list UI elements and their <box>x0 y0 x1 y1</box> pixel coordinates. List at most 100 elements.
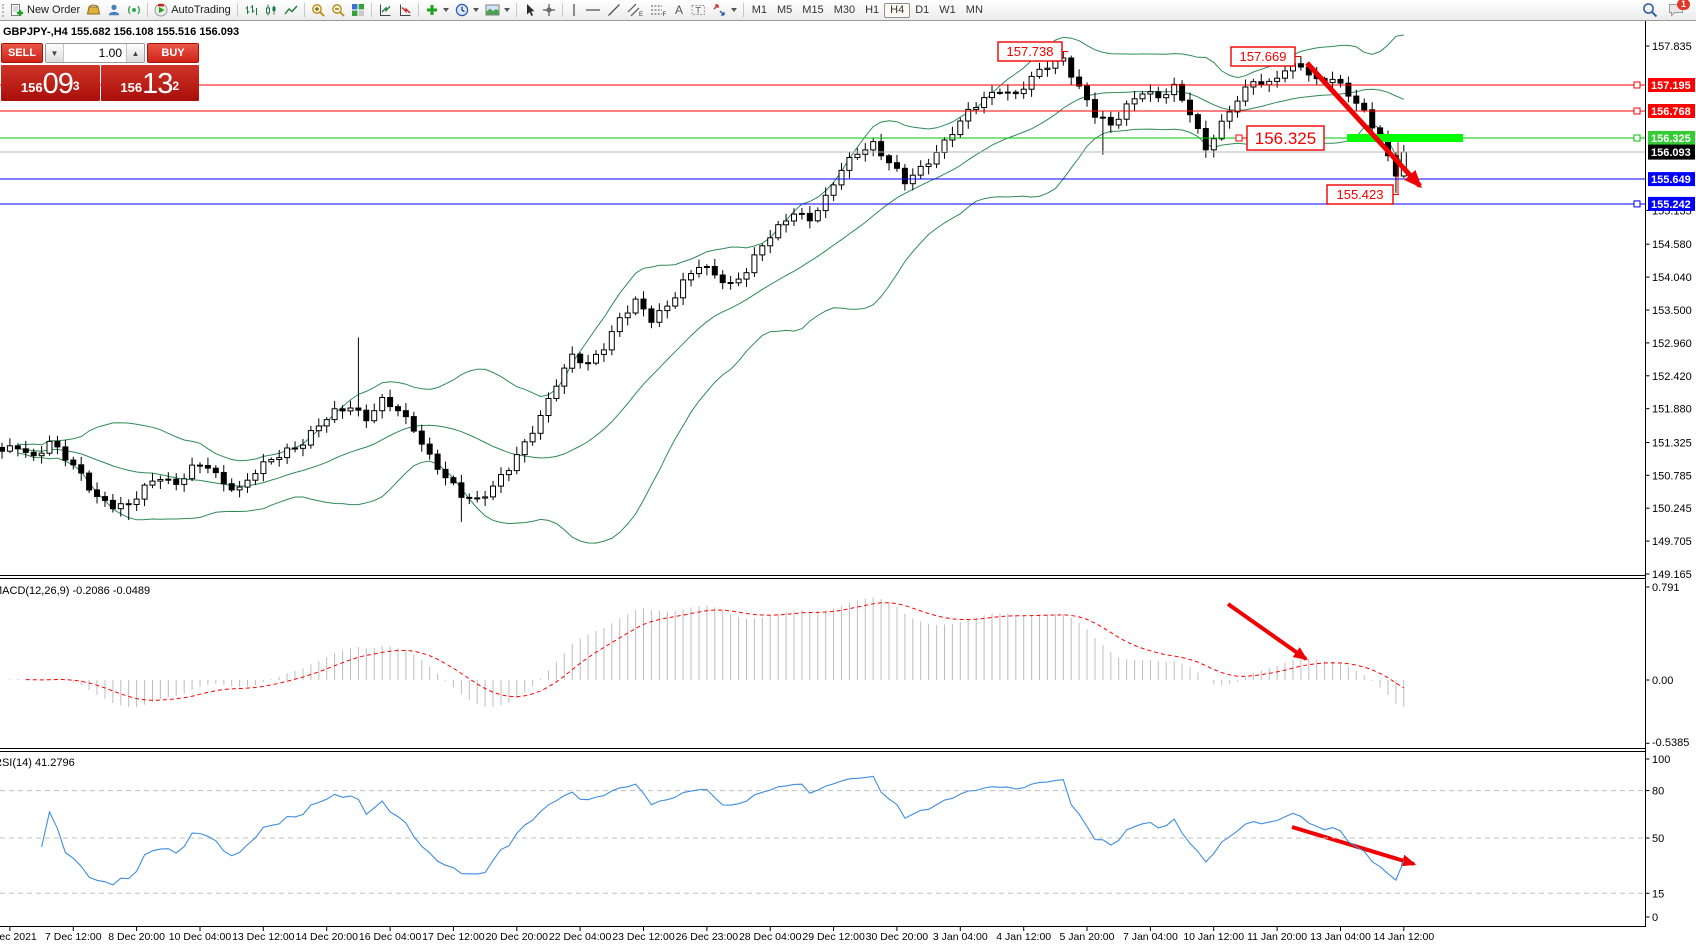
candle <box>767 237 774 247</box>
pane-resize-handle[interactable] <box>0 747 1646 754</box>
candle <box>608 331 615 351</box>
candle <box>696 267 702 275</box>
level-line-handle[interactable] <box>1633 200 1641 208</box>
candle <box>529 432 536 443</box>
annotations-layer: 157.738 157.669 156.325 155.423 <box>997 41 1423 867</box>
fibonacci-tool-button[interactable]: F <box>647 1 670 19</box>
chat-button[interactable]: 1 <box>1668 0 1690 18</box>
price-annotation-box[interactable] <box>997 41 1063 62</box>
zoom-out-button[interactable] <box>328 1 348 19</box>
time-tick-label: 14 Dec 20:00 <box>295 931 358 943</box>
time-tick-label: 13 Dec 12:00 <box>232 931 295 943</box>
text-tool-button[interactable]: A <box>670 1 688 19</box>
candlestick-chart-button[interactable] <box>261 1 281 19</box>
tab-timeframe-m15[interactable]: M15 <box>802 3 824 16</box>
pane-resize-handle[interactable] <box>0 574 1646 581</box>
wallet-button[interactable] <box>83 1 104 19</box>
arrows-tool-button[interactable] <box>709 1 740 19</box>
macd-trend-arrow[interactable] <box>1226 602 1308 661</box>
bollinger-middle-line[interactable] <box>17 88 1404 487</box>
volume-up-button[interactable]: ▲ <box>126 44 144 62</box>
macd-signal-line[interactable] <box>25 602 1405 701</box>
candle <box>1266 80 1273 86</box>
time-axis[interactable]: 6 Dec 2021 7 Dec 12:00 8 Dec 20:00 10 Dec 0… <box>0 927 1434 943</box>
autotrading-button[interactable]: AutoTrading <box>151 1 234 19</box>
level-line-handle[interactable] <box>1633 134 1641 142</box>
candle <box>973 107 980 110</box>
line-chart-button[interactable] <box>281 1 301 19</box>
price-tick-label: 151.325 <box>1652 438 1692 450</box>
toolbar-grip <box>2 3 4 17</box>
candle <box>585 362 592 365</box>
candle <box>228 483 235 491</box>
add-indicator-button[interactable] <box>422 1 452 19</box>
candle <box>395 406 401 412</box>
candle <box>1282 70 1288 79</box>
sell-price-button[interactable]: 156 09 3 <box>1 65 100 101</box>
volume-value[interactable]: 1.00 <box>98 46 122 60</box>
candle <box>38 452 45 457</box>
trend-line-tool-button[interactable] <box>604 1 624 19</box>
templates-button[interactable] <box>482 1 513 19</box>
candle <box>268 459 275 463</box>
level-line-handle[interactable] <box>1633 107 1641 115</box>
cursor-tool-button[interactable] <box>520 1 539 19</box>
tab-timeframe-m1[interactable]: M1 <box>751 3 767 16</box>
price-annotation-box[interactable] <box>1326 184 1394 205</box>
zoom-in-button[interactable] <box>308 1 328 19</box>
candle <box>0 447 5 452</box>
main-trend-arrow[interactable] <box>1305 61 1423 189</box>
periods-button[interactable] <box>452 1 482 19</box>
buy-price-button[interactable]: 156 13 2 <box>100 65 199 101</box>
caret-down-icon <box>472 8 479 12</box>
rsi-trend-arrow[interactable] <box>1291 825 1417 867</box>
tab-timeframe-m5[interactable]: M5 <box>777 3 793 16</box>
bollinger-upper-line[interactable] <box>17 34 1404 462</box>
candle <box>1353 95 1360 104</box>
tile-windows-button[interactable] <box>348 1 368 19</box>
candle <box>814 210 821 222</box>
level-line-handle[interactable] <box>1633 81 1641 89</box>
bar-chart-button[interactable] <box>241 1 261 19</box>
svg-text:E: E <box>639 12 643 17</box>
horizontal-line-tool-button[interactable] <box>582 1 604 19</box>
equidistant-channel-tool-button[interactable]: E <box>624 1 647 19</box>
price-annotation-box[interactable] <box>1246 125 1325 151</box>
candle <box>1123 103 1130 120</box>
svg-text:F: F <box>662 12 666 17</box>
indicator-window-button[interactable] <box>375 1 395 19</box>
price-tick-label: 149.705 <box>1652 536 1692 548</box>
rsi-line[interactable] <box>41 775 1405 886</box>
candle <box>648 308 655 323</box>
time-tick-label: 28 Dec 04:00 <box>739 931 802 943</box>
buy-button[interactable]: BUY <box>147 43 199 63</box>
tab-timeframe-mn[interactable]: MN <box>965 3 983 16</box>
highlight-zone-bar[interactable] <box>1347 134 1463 142</box>
community-button[interactable] <box>104 1 124 19</box>
tab-timeframe-m30[interactable]: M30 <box>833 3 856 16</box>
candle <box>1361 102 1368 111</box>
crosshair-tool-button[interactable] <box>539 1 559 19</box>
search-icon[interactable] <box>1642 2 1658 18</box>
price-axis[interactable]: 157.835155.135154.580154.040153.500152.9… <box>1645 41 1696 924</box>
price-annotation-box[interactable] <box>1230 46 1296 67</box>
signals-button[interactable] <box>124 1 144 19</box>
volume-stepper[interactable]: ▼ 1.00 ▲ <box>45 43 145 63</box>
candle <box>1329 78 1336 84</box>
price-tick-label: 150.785 <box>1652 470 1692 482</box>
candle <box>878 141 885 157</box>
bollinger-lower-line[interactable] <box>17 123 1405 544</box>
volume-down-button[interactable]: ▼ <box>46 44 64 62</box>
vertical-line-tool-button[interactable] <box>566 1 582 19</box>
tab-timeframe-w1[interactable]: W1 <box>939 3 956 16</box>
tab-timeframe-h1[interactable]: H1 <box>865 3 880 16</box>
indicator-window-alt-button[interactable] <box>395 1 415 19</box>
candle <box>236 486 243 491</box>
candle <box>846 157 853 171</box>
text-label-tool-button[interactable]: T <box>688 1 709 19</box>
sell-button[interactable]: SELL <box>1 43 43 63</box>
tab-timeframe-h4[interactable]: H4 <box>884 2 911 18</box>
tab-timeframe-d1[interactable]: D1 <box>915 3 930 16</box>
new-order-button[interactable]: New Order <box>7 1 83 19</box>
